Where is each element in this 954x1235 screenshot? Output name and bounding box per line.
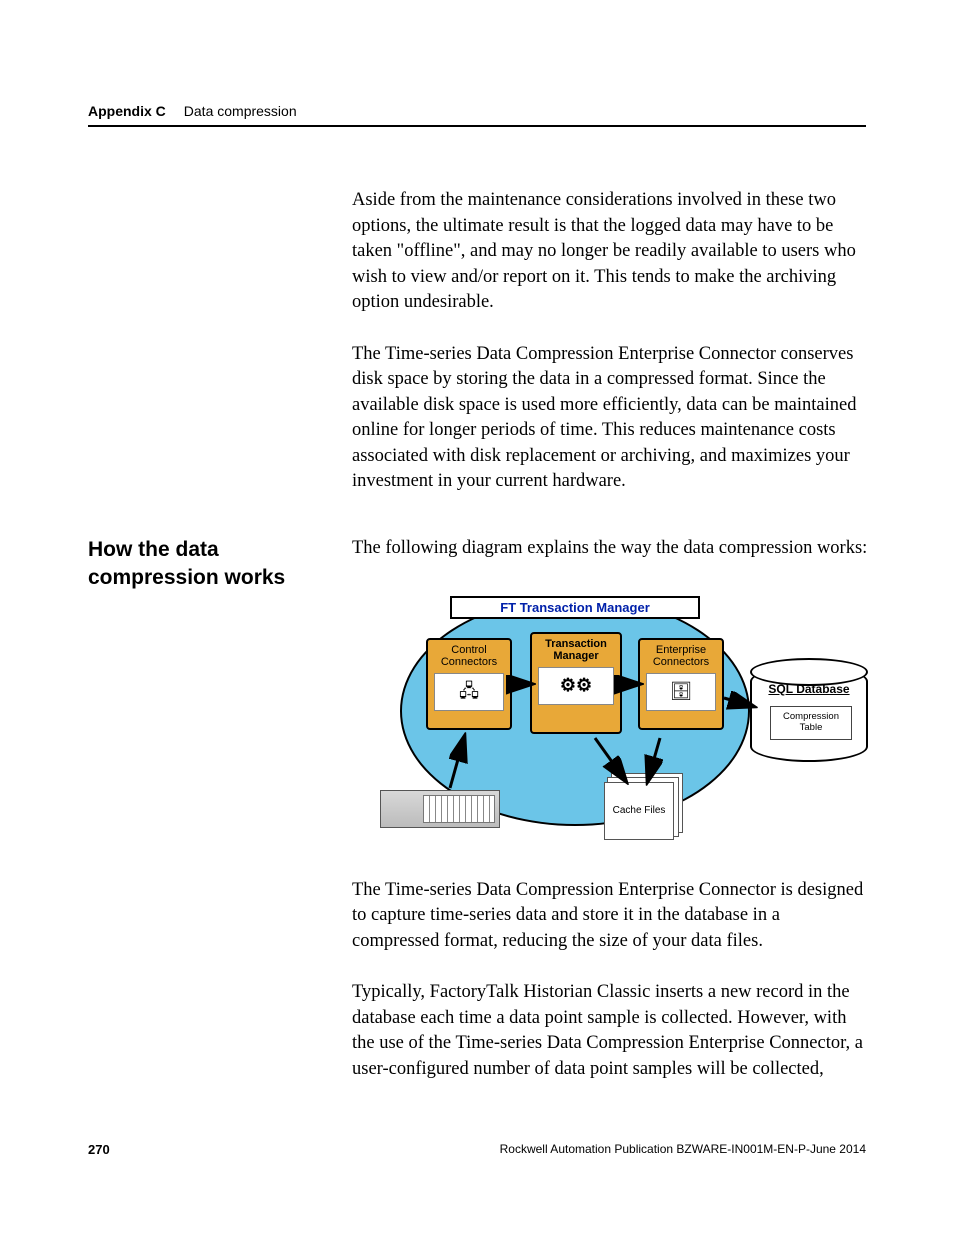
header-title: Data compression <box>184 103 297 119</box>
paragraph-4: The Time-series Data Compression Enterpr… <box>352 878 870 955</box>
paragraph-5: Typically, FactoryTalk Historian Classic… <box>352 980 870 1082</box>
paragraph-2: The Time-series Data Compression Enterpr… <box>352 342 870 495</box>
paragraph-1: Aside from the maintenance consideration… <box>352 188 870 316</box>
page-footer: 270 Rockwell Automation Publication BZWA… <box>88 1142 866 1157</box>
paragraph-3: The following diagram explains the way t… <box>352 536 870 562</box>
appendix-label: Appendix C <box>88 103 166 119</box>
architecture-diagram: FT Transaction Manager Control Connector… <box>370 588 868 856</box>
diagram-arrows <box>370 588 868 856</box>
side-heading: How the data compression works <box>88 536 328 593</box>
publication-info: Rockwell Automation Publication BZWARE-I… <box>500 1142 866 1157</box>
page-number: 270 <box>88 1142 110 1157</box>
page-header: Appendix C Data compression <box>88 103 866 127</box>
